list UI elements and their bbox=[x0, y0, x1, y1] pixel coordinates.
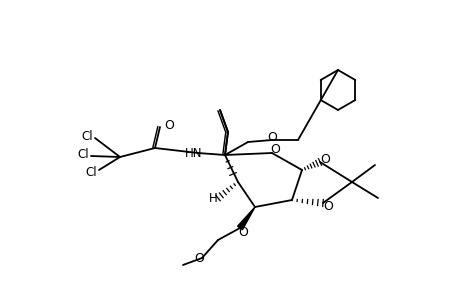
Text: O: O bbox=[194, 251, 203, 265]
Text: Cl: Cl bbox=[85, 166, 96, 178]
Text: O: O bbox=[322, 200, 332, 212]
Text: HN: HN bbox=[185, 146, 202, 160]
Text: O: O bbox=[269, 142, 280, 155]
Polygon shape bbox=[237, 207, 254, 230]
Text: O: O bbox=[164, 118, 174, 131]
Text: Cl: Cl bbox=[81, 130, 93, 142]
Text: O: O bbox=[238, 226, 247, 238]
Text: Cl: Cl bbox=[77, 148, 89, 160]
Text: H: H bbox=[208, 191, 217, 205]
Text: O: O bbox=[267, 130, 276, 143]
Text: O: O bbox=[319, 152, 329, 166]
